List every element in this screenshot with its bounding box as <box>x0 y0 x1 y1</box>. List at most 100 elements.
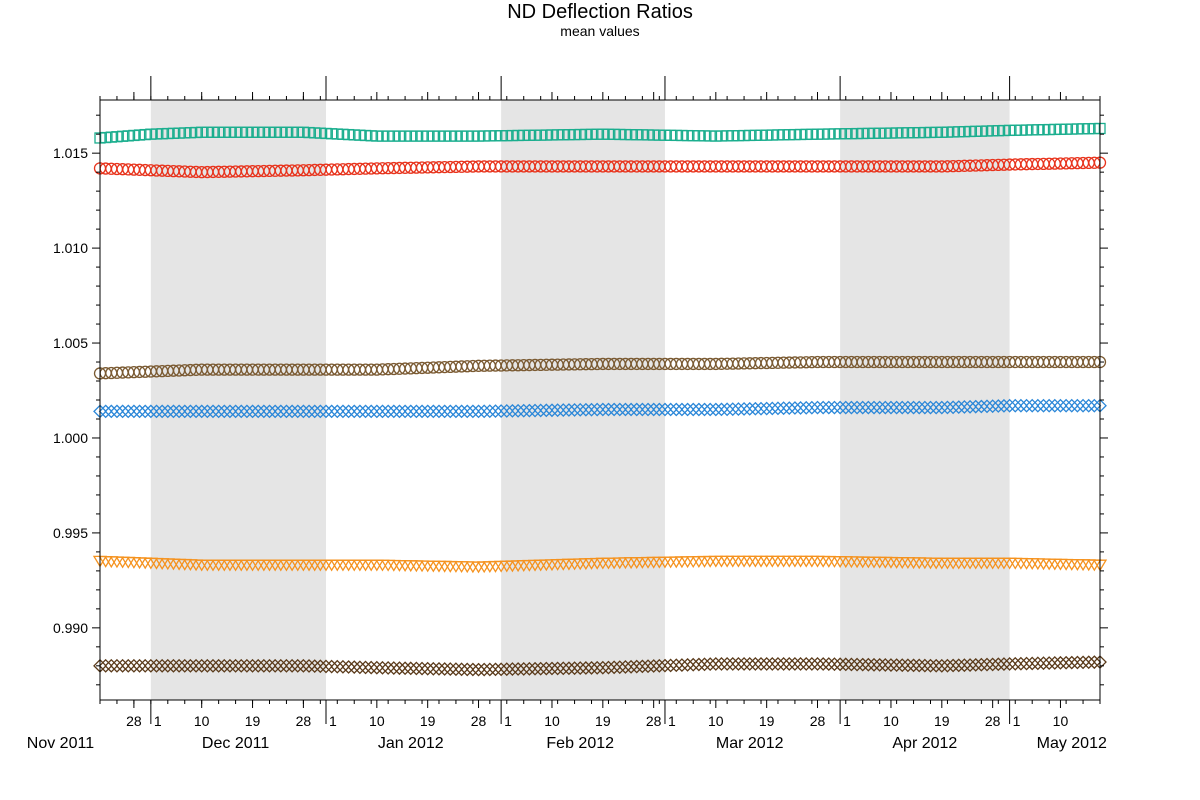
data-point <box>940 400 955 415</box>
x-tick-label: 19 <box>759 713 775 729</box>
data-point <box>375 404 390 419</box>
data-point <box>595 402 610 417</box>
data-point <box>708 402 723 417</box>
data-point <box>1002 398 1017 413</box>
data-point <box>352 404 367 419</box>
x-month-label: Nov 2011 <box>27 735 94 752</box>
data-point <box>494 404 509 418</box>
x-tick-label: 1 <box>154 713 162 729</box>
data-point <box>1064 398 1079 413</box>
data-point <box>850 400 864 415</box>
data-point <box>658 402 672 417</box>
data-point <box>652 402 667 417</box>
x-tick-label: 10 <box>1053 713 1069 729</box>
data-point <box>980 657 994 672</box>
data-point <box>827 400 842 415</box>
data-point <box>759 401 774 416</box>
x-tick-label: 19 <box>245 713 261 729</box>
data-point <box>855 400 870 415</box>
data-point <box>307 404 322 419</box>
data-point <box>471 662 486 677</box>
data-point <box>539 403 554 418</box>
data-point <box>279 658 294 673</box>
data-point <box>1013 398 1028 413</box>
data-point <box>121 404 136 419</box>
data-point <box>573 661 588 675</box>
data-point <box>562 403 576 417</box>
data-point <box>1036 656 1051 671</box>
data-point <box>494 662 509 677</box>
data-point <box>409 404 424 419</box>
data-point <box>816 400 831 415</box>
data-point <box>669 658 684 673</box>
data-point <box>646 402 661 417</box>
data-point <box>708 657 723 671</box>
x-tick-label: 10 <box>883 713 899 729</box>
data-point <box>635 402 650 417</box>
data-point <box>612 402 627 417</box>
data-point <box>974 399 989 414</box>
data-point <box>279 404 294 419</box>
data-point <box>358 404 373 419</box>
data-point <box>669 402 684 417</box>
data-point <box>737 402 751 416</box>
data-point <box>1042 656 1057 671</box>
data-point <box>844 400 859 415</box>
data-point <box>646 659 661 673</box>
data-point <box>245 658 260 673</box>
data-point <box>827 657 842 672</box>
data-point <box>522 661 537 676</box>
data-point <box>906 400 921 415</box>
series-0 <box>94 122 1106 144</box>
data-point <box>934 658 949 673</box>
data-point <box>516 662 531 676</box>
data-point <box>821 400 836 415</box>
data-point <box>1002 657 1017 671</box>
data-point <box>206 658 220 673</box>
data-point <box>403 661 418 676</box>
data-point <box>731 657 746 671</box>
data-point <box>126 658 141 673</box>
data-point <box>381 661 396 675</box>
data-point <box>951 400 966 415</box>
shaded-month-band <box>501 100 665 700</box>
data-point <box>703 657 718 672</box>
data-point <box>1019 398 1034 413</box>
data-point <box>143 658 158 673</box>
data-point <box>714 657 729 671</box>
data-point <box>477 404 492 419</box>
data-point <box>104 658 119 673</box>
data-point <box>550 661 565 676</box>
x-tick-label: 28 <box>810 713 826 729</box>
data-point <box>115 658 130 673</box>
data-point <box>1047 656 1062 670</box>
data-point <box>1008 656 1023 671</box>
x-month-label: Dec 2011 <box>202 735 269 752</box>
data-point <box>754 657 768 671</box>
x-tick-label: 10 <box>369 713 385 729</box>
data-point <box>319 659 333 674</box>
data-point <box>776 401 791 416</box>
data-point <box>641 402 655 417</box>
shaded-month-band <box>150 100 326 700</box>
data-point <box>426 404 441 419</box>
data-point <box>607 402 622 417</box>
data-point <box>126 404 141 419</box>
data-point <box>296 658 311 673</box>
data-point <box>1053 398 1068 413</box>
data-point <box>1059 655 1074 670</box>
data-point <box>313 659 328 674</box>
data-point <box>573 402 588 417</box>
data-point <box>465 404 480 419</box>
data-point <box>545 403 559 418</box>
data-point <box>861 657 876 672</box>
data-point <box>884 400 898 415</box>
data-point <box>957 400 972 414</box>
data-point <box>285 404 300 419</box>
data-point <box>432 404 446 419</box>
data-point <box>415 661 429 676</box>
data-point <box>132 404 147 419</box>
data-point <box>533 403 548 418</box>
series-4 <box>92 555 1108 574</box>
x-tick-label: 19 <box>420 713 436 729</box>
